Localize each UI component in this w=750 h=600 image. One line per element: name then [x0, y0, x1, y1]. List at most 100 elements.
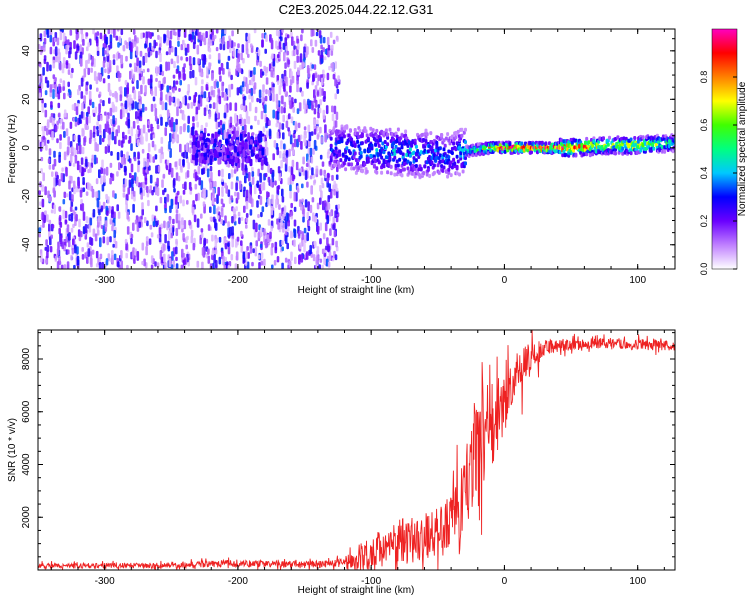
- heatmap-cell: [199, 157, 202, 164]
- heatmap-cell: [86, 111, 89, 118]
- heatmap-cell: [131, 250, 135, 259]
- heatmap-cell: [214, 113, 218, 122]
- heatmap-cell: [62, 32, 66, 42]
- heatmap-cell: [167, 61, 171, 71]
- heatmap-cell: [199, 238, 202, 245]
- heatmap-cell: [175, 209, 179, 214]
- heatmap-cell: [193, 29, 196, 32]
- heatmap-cell: [303, 126, 307, 131]
- heatmap-cell: [350, 166, 354, 171]
- heatmap-cell: [74, 154, 78, 164]
- heatmap-cell: [271, 53, 274, 59]
- heatmap-cell: [155, 220, 158, 228]
- heatmap-cell: [260, 227, 263, 237]
- heatmap-cell: [156, 234, 160, 239]
- heatmap-cell: [235, 206, 238, 212]
- y-tick-label: 0: [21, 145, 32, 151]
- heatmap-cell: [317, 50, 321, 56]
- heatmap-cell: [66, 146, 70, 156]
- heatmap-cell: [283, 143, 286, 150]
- heatmap-cell: [49, 84, 53, 93]
- heatmap-cell: [331, 113, 335, 122]
- heatmap-cell: [144, 53, 148, 63]
- heatmap-cell: [322, 109, 326, 120]
- heatmap-cell: [175, 68, 179, 74]
- heatmap-cell: [87, 248, 91, 257]
- heatmap-cell: [178, 158, 182, 167]
- heatmap-cell: [299, 242, 302, 250]
- heatmap-cell: [245, 41, 249, 51]
- heatmap-cell: [76, 246, 79, 255]
- heatmap-cell: [195, 193, 198, 202]
- heatmap-cell: [208, 54, 212, 60]
- heatmap-cell: [314, 72, 318, 78]
- heatmap-cell: [170, 122, 174, 132]
- heatmap-cell: [203, 187, 207, 198]
- spectrogram-xlabel: Height of straight line (km): [298, 285, 415, 296]
- heatmap-cell: [303, 109, 307, 115]
- heatmap-cell: [313, 108, 317, 115]
- heatmap-cell: [233, 214, 236, 222]
- heatmap-cell: [54, 255, 58, 261]
- heatmap-cell: [108, 127, 111, 135]
- heatmap-cell: [258, 89, 262, 99]
- heatmap-cell: [200, 152, 204, 157]
- heatmap-cell: [51, 224, 55, 229]
- heatmap-cell: [277, 30, 281, 37]
- heatmap-cell: [138, 128, 141, 136]
- heatmap-cell: [115, 92, 119, 103]
- heatmap-cell: [210, 155, 213, 160]
- heatmap-cell: [234, 263, 238, 269]
- heatmap-cell: [177, 98, 180, 107]
- heatmap-cell: [164, 234, 167, 244]
- heatmap-cell: [160, 146, 164, 155]
- heatmap-cell: [430, 145, 434, 150]
- heatmap-cell: [200, 213, 203, 219]
- heatmap-cell: [116, 151, 120, 161]
- heatmap-cell: [57, 56, 61, 64]
- heatmap-cell: [438, 146, 442, 151]
- heatmap-cell: [332, 73, 336, 80]
- heatmap-cell: [238, 118, 242, 125]
- heatmap-cell: [43, 43, 46, 52]
- heatmap-cell: [154, 261, 157, 267]
- heatmap-cell: [71, 146, 74, 156]
- heatmap-cell: [179, 102, 183, 109]
- heatmap-cell: [255, 222, 258, 233]
- heatmap-cell: [166, 193, 170, 203]
- heatmap-cell: [77, 89, 80, 96]
- heatmap-cell: [54, 84, 58, 93]
- heatmap-cell: [224, 182, 227, 189]
- heatmap-cell: [276, 131, 280, 139]
- heatmap-cell: [245, 110, 249, 119]
- heatmap-cell: [335, 190, 339, 199]
- heatmap-cell: [277, 185, 281, 190]
- heatmap-cell: [124, 79, 128, 86]
- heatmap-cell: [126, 264, 129, 269]
- heatmap-cell: [340, 136, 344, 141]
- heatmap-cell: [179, 143, 182, 153]
- heatmap-cell: [88, 137, 92, 145]
- heatmap-cell: [198, 31, 202, 41]
- heatmap-cell: [144, 85, 147, 95]
- heatmap-cell: [253, 82, 257, 90]
- heatmap-cell: [282, 132, 285, 140]
- heatmap-cell: [99, 253, 103, 260]
- heatmap-cell: [74, 51, 78, 60]
- heatmap-cell: [285, 212, 289, 222]
- heatmap-cell: [273, 140, 277, 148]
- heatmap-cell: [194, 172, 198, 182]
- heatmap-cell: [158, 148, 161, 154]
- heatmap-cell: [142, 181, 145, 189]
- heatmap-cell: [132, 190, 136, 197]
- heatmap-cell: [257, 119, 260, 126]
- heatmap-cell: [212, 102, 216, 110]
- heatmap-cell: [241, 157, 245, 163]
- heatmap-cell: [243, 205, 246, 213]
- heatmap-cell: [39, 73, 43, 83]
- heatmap-cell: [375, 170, 379, 175]
- heatmap-cell: [159, 52, 162, 63]
- heatmap-cell: [82, 38, 85, 46]
- heatmap-cell: [182, 96, 185, 105]
